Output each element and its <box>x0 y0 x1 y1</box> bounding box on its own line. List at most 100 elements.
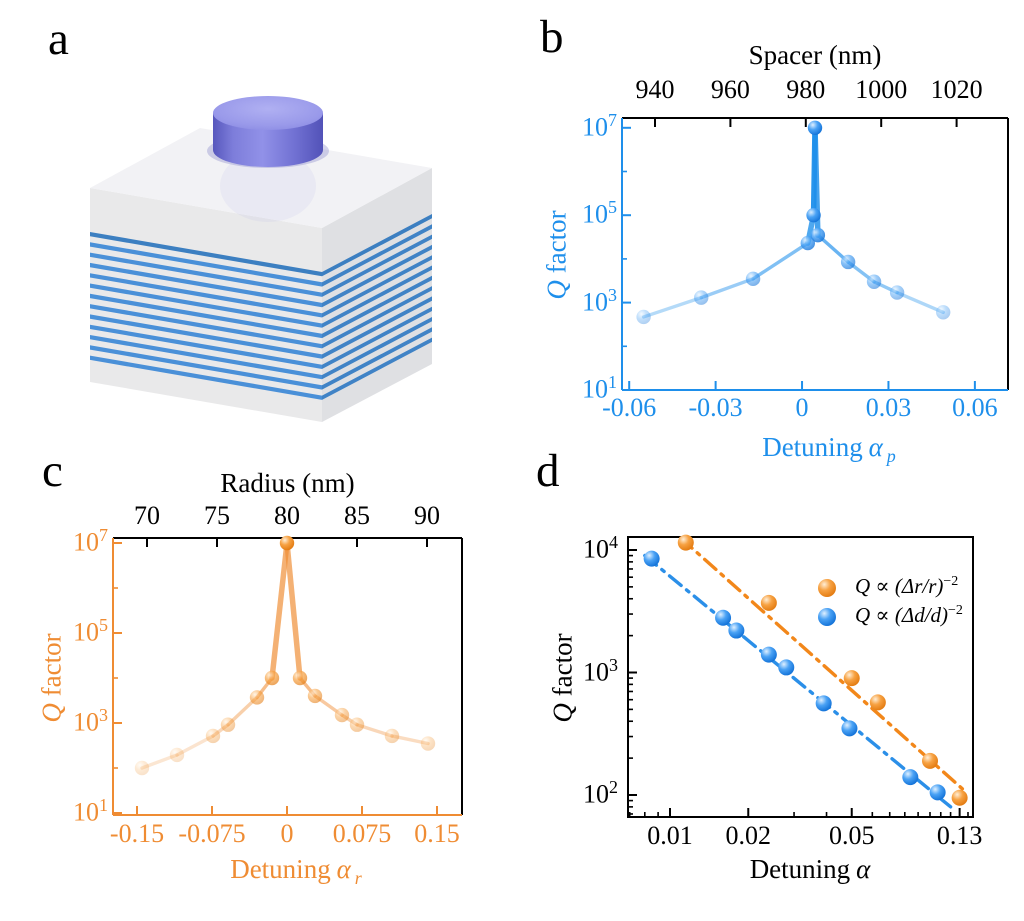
cube-top-face <box>90 128 432 228</box>
panel-c-data-point <box>220 717 236 732</box>
panel-d-data-point-radius-detuning <box>677 534 694 551</box>
panel-d-x-tick-label: 0.13 <box>936 821 983 850</box>
panel-b-data-point <box>694 290 709 305</box>
panel-d-data-point-spacer-detuning <box>815 695 832 712</box>
panel-b-line-segment <box>641 295 703 319</box>
panel-d-data-point-spacer-detuning <box>728 622 745 639</box>
panel-c-data-point <box>134 760 150 776</box>
panel-label-c: c <box>42 445 63 497</box>
panel-b-top-tick-label: 940 <box>635 75 675 104</box>
panel-d-data-point-spacer-detuning <box>760 646 777 663</box>
panel-b-data-point <box>810 227 826 243</box>
panel-b-x-axis-label-text: Detuning <box>762 432 863 462</box>
panel-d-y-tick-label: 103 <box>583 654 618 687</box>
dbr-stripe <box>322 327 432 390</box>
panel-d-x-tick-label: 0.02 <box>725 821 772 850</box>
panel-b-data-point <box>807 120 823 135</box>
panel-c-x-tick-label: -0.15 <box>109 819 165 848</box>
panel-c-data-point <box>334 707 350 723</box>
panel-a-schematic <box>90 96 432 422</box>
panel-d-x-axis-label-text: Detuning <box>749 854 851 884</box>
panel-d-fit-line-radius-detuning <box>679 536 969 795</box>
panel-d-x-tick-label: 0.05 <box>828 821 875 850</box>
panel-d-data-point-spacer-detuning <box>715 609 732 626</box>
panel-b-x-tick-label: 0 <box>795 393 809 422</box>
dbr-stripe <box>322 337 432 400</box>
panel-b-x-tick-label: -0.03 <box>688 393 743 422</box>
panel-d-x-axis-label-var: α <box>856 854 871 884</box>
panel-b-data-point <box>636 309 651 325</box>
panel-b-data-point <box>840 254 856 270</box>
panel-d-data-point-radius-detuning <box>843 670 860 687</box>
panel-d-data-point-radius-detuning <box>922 752 938 769</box>
panel-c-x-tick-label: 0.15 <box>414 819 460 848</box>
panel-c-y-tick-label: 101 <box>73 795 108 827</box>
panel-c-data-point <box>349 717 365 732</box>
panel-b-x-tick-label: 0.03 <box>865 393 912 422</box>
panel-b-line-segment <box>751 241 810 281</box>
panel-b-x-axis-label-sub: p <box>886 446 896 467</box>
dbr-stripe <box>90 273 322 318</box>
dbr-stripe <box>90 304 322 349</box>
panel-b-top-tick-label: 980 <box>786 75 826 104</box>
panel-b-data-point <box>889 285 905 300</box>
panel-c-data-point <box>205 728 221 744</box>
panel-b-x-axis-label-var: α <box>868 432 883 462</box>
panel-c-data-point <box>249 690 265 705</box>
dbr-stripe <box>322 306 432 369</box>
panel-b-top-tick-label: 1020 <box>930 75 983 104</box>
panel-d-data-point-radius-detuning <box>760 594 777 611</box>
dbr-stripe <box>322 214 432 277</box>
dbr-stripe <box>90 262 322 308</box>
dbr-stripe <box>90 232 322 277</box>
panel-b-y-tick-label: 107 <box>582 109 617 142</box>
panel-c-x-tick-label: -0.075 <box>178 819 246 848</box>
dbr-stripe <box>322 224 432 287</box>
panel-c-y-tick-label: 107 <box>73 525 108 557</box>
dbr-stripe <box>322 265 432 328</box>
panel-c-top-tick-label: 75 <box>204 501 230 530</box>
dbr-stripe <box>322 234 432 297</box>
dbr-stripe <box>322 275 432 339</box>
dbr-stripe <box>90 252 322 297</box>
legend-marker-spacer <box>818 608 836 626</box>
panel-c-top-tick-label: 80 <box>274 501 300 530</box>
panel-d-plot <box>627 534 974 818</box>
panel-c-x-axis-label: Detuning α r <box>146 854 446 889</box>
panel-d-legend-entry-radius: Q ∝ (Δr/r)−2 <box>855 574 959 598</box>
dbr-stripe <box>90 324 322 369</box>
panel-b-data-point <box>745 271 761 287</box>
panel-b-data-point <box>806 208 821 223</box>
dbr-stripe <box>90 314 322 359</box>
dbr-stripe <box>322 244 432 308</box>
dbr-stripe <box>90 242 322 287</box>
panel-b-plot <box>621 117 1009 391</box>
panel-c-x-tick-label: 0.075 <box>332 819 392 848</box>
panel-c-plot <box>112 535 463 816</box>
panel-c-data-point <box>384 728 400 744</box>
panel-c-top-tick-label: 70 <box>134 501 160 530</box>
panel-d-fit-line-spacer-detuning <box>643 553 953 809</box>
panel-c-data-point <box>292 670 308 686</box>
panel-label-b: b <box>540 11 564 63</box>
panel-label-a: a <box>48 13 69 65</box>
panel-d-x-tick-label: 0.01 <box>647 821 693 850</box>
panel-b-x-tick-label: 0.06 <box>952 393 998 422</box>
panel-b-y-tick-label: 103 <box>582 284 617 317</box>
panel-d-y-tick-label: 104 <box>583 532 618 564</box>
panel-b-data-point <box>935 305 951 320</box>
dbr-stripe <box>90 355 322 400</box>
cylinder-top <box>213 96 323 130</box>
panel-c-data-point <box>169 747 185 763</box>
dbr-stripe <box>322 296 432 359</box>
panel-c-data-point <box>420 736 436 751</box>
panel-d-x-axis-label: Detuning α <box>650 854 970 885</box>
panel-c-top-axis-title: Radius (nm) <box>220 468 355 498</box>
dbr-stripe <box>90 283 322 328</box>
panel-d-data-point-spacer-detuning <box>643 550 660 567</box>
panel-b-line-segment <box>895 290 945 314</box>
panel-b-data-point <box>866 274 882 289</box>
cylinder-reflection <box>220 150 316 222</box>
panel-c-line-segment <box>269 540 290 681</box>
